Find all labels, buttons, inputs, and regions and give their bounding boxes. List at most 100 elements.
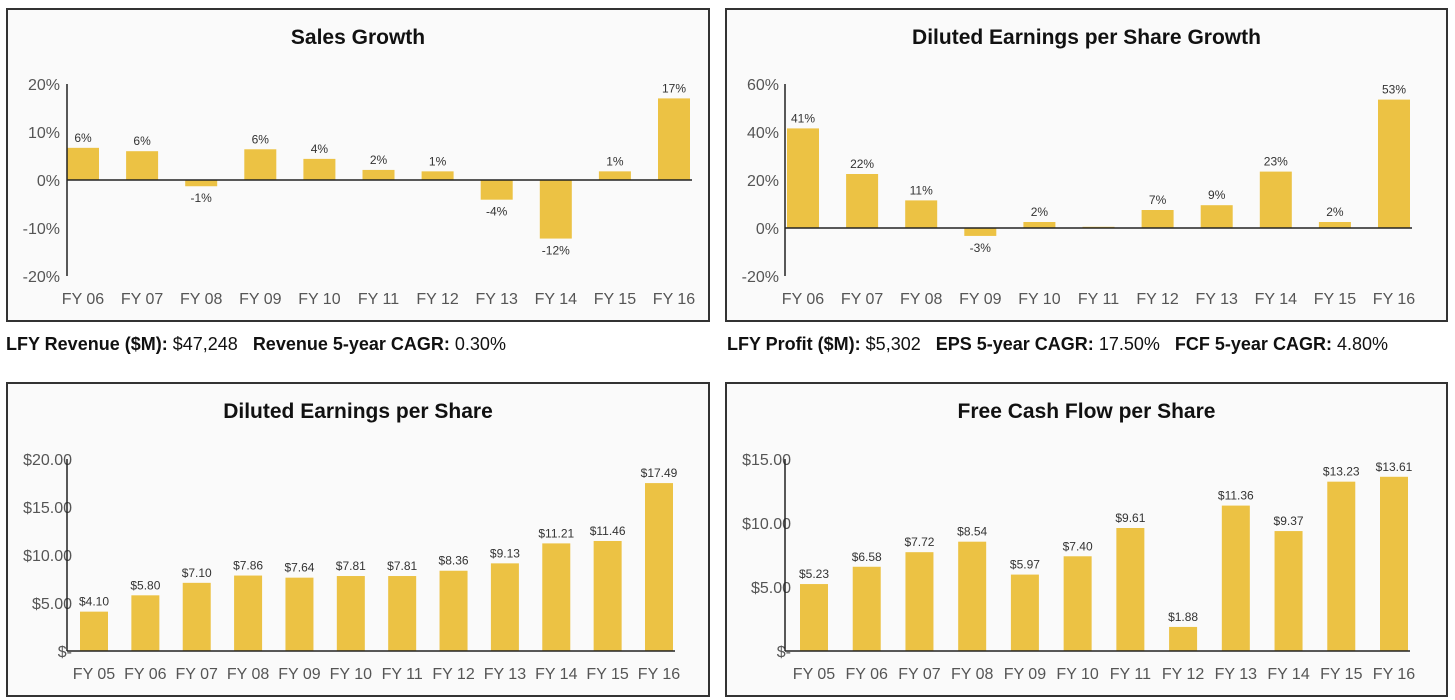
bar xyxy=(1169,626,1198,651)
bar xyxy=(1023,222,1056,228)
bar xyxy=(1274,531,1303,651)
stat-value: 17.50% xyxy=(1098,334,1160,354)
bar xyxy=(905,552,934,651)
data-label: $7.64 xyxy=(284,561,314,575)
bar xyxy=(285,577,314,651)
bar xyxy=(852,566,881,651)
data-label: 1% xyxy=(429,154,447,168)
x-tick-label: FY 11 xyxy=(382,666,423,683)
bar xyxy=(439,570,468,651)
bar xyxy=(1063,556,1092,651)
bar xyxy=(800,584,828,651)
x-tick-label: FY 09 xyxy=(1004,666,1047,683)
y-tick-label: 20% xyxy=(28,77,60,94)
data-label: -3% xyxy=(970,241,992,255)
x-tick-label: FY 07 xyxy=(898,666,941,683)
y-tick-label: -10% xyxy=(23,221,60,238)
data-label: -4% xyxy=(486,205,508,219)
x-tick-label: FY 12 xyxy=(1162,666,1205,683)
bar xyxy=(846,174,879,228)
data-label: 17% xyxy=(662,81,686,95)
x-tick-label: FY 06 xyxy=(782,291,825,308)
stat-label: Revenue 5-year CAGR: xyxy=(252,334,450,354)
x-tick-label: FY 10 xyxy=(330,666,373,683)
bar xyxy=(1327,481,1356,651)
x-tick-label: FY 13 xyxy=(475,291,518,308)
data-label: $11.21 xyxy=(538,526,574,540)
x-tick-label: FY 08 xyxy=(180,291,223,308)
x-tick-label: FY 07 xyxy=(841,291,884,308)
data-label: $8.54 xyxy=(957,525,987,539)
data-label: 1% xyxy=(606,154,624,168)
x-tick-label: FY 12 xyxy=(1136,291,1179,308)
data-label: $5.80 xyxy=(130,578,160,592)
data-label: $5.23 xyxy=(799,567,829,581)
x-tick-label: FY 11 xyxy=(1078,291,1119,308)
stat-label: LFY Profit ($M): xyxy=(727,334,861,354)
chart-title: Sales Growth xyxy=(290,26,426,49)
y-tick-label: 10% xyxy=(28,125,60,142)
data-label: 11% xyxy=(910,183,933,197)
y-tick-label: 0% xyxy=(37,173,60,190)
x-tick-label: FY 06 xyxy=(124,666,167,683)
bar xyxy=(905,200,938,228)
stat-label: LFY Revenue ($M): xyxy=(6,334,168,354)
stat-label: EPS 5-year CAGR: xyxy=(935,334,1094,354)
x-tick-label: FY 16 xyxy=(1373,291,1416,308)
x-tick-label: FY 12 xyxy=(416,291,459,308)
y-tick-label: $5.00 xyxy=(32,596,72,613)
x-tick-label: FY 14 xyxy=(1267,666,1310,683)
data-label: $8.36 xyxy=(439,554,469,568)
y-tick-label: 20% xyxy=(747,173,779,190)
x-tick-label: FY 08 xyxy=(900,291,943,308)
x-tick-label: FY 11 xyxy=(1110,666,1151,683)
data-label: -12% xyxy=(542,244,570,258)
data-label: 6% xyxy=(252,132,270,146)
bar xyxy=(421,171,454,180)
bar xyxy=(1010,574,1039,651)
bar xyxy=(964,228,997,236)
data-label: $13.61 xyxy=(1376,460,1413,474)
data-label: $11.36 xyxy=(1218,489,1254,503)
data-label: 23% xyxy=(1264,155,1288,169)
bar xyxy=(244,149,277,180)
profit-stats: LFY Profit ($M): $5,302 EPS 5-year CAGR:… xyxy=(727,334,1398,355)
data-label: 4% xyxy=(311,142,329,156)
stat-label: FCF 5-year CAGR: xyxy=(1174,334,1332,354)
data-label: $5.97 xyxy=(1010,558,1040,572)
sales-growth-panel: Sales Growth 20% 10% 0% -10% -20% 6% FY 06 6% FY… xyxy=(6,8,710,322)
bar xyxy=(1221,505,1250,651)
data-label: 41% xyxy=(791,111,815,125)
data-label: $7.81 xyxy=(336,559,366,573)
data-label: $11.46 xyxy=(590,524,626,538)
x-tick-label: FY 08 xyxy=(951,666,994,683)
data-label: $7.10 xyxy=(182,566,212,580)
x-tick-label: FY 09 xyxy=(959,291,1002,308)
stat-value: $47,248 xyxy=(172,334,238,354)
x-tick-label: FY 14 xyxy=(535,291,578,308)
y-tick-label: $- xyxy=(58,644,72,661)
x-tick-label: FY 10 xyxy=(1018,291,1061,308)
x-tick-label: FY 15 xyxy=(586,666,629,683)
chart-svg: 20% 10% 0% -10% -20% 6% FY 06 6% FY 07 -1% FY 08 6%… xyxy=(23,77,696,308)
data-label: $13.23 xyxy=(1323,465,1360,479)
bar xyxy=(658,98,690,180)
bar xyxy=(1116,527,1145,651)
eps-panel: Diluted Earnings per Share $20.00 $15.00 $… xyxy=(6,382,710,697)
x-tick-label: FY 12 xyxy=(432,666,475,683)
y-tick-label: $15.00 xyxy=(742,452,791,469)
bar xyxy=(336,576,365,651)
chart-svg: $15.00 $10.00 $5.00 $- $5.23 FY 05 $6.58 FY 06 $… xyxy=(742,452,1415,683)
chart-title: Diluted Earnings per Share Growth xyxy=(912,26,1261,49)
data-label: $7.40 xyxy=(1063,539,1093,553)
data-label: 2% xyxy=(1326,205,1344,219)
data-label: $7.86 xyxy=(233,559,263,573)
bar xyxy=(80,611,108,651)
chart-svg: 60% 40% 20% 0% -20% 41% FY 06 22% FY 07 11% FY 08 -… xyxy=(742,77,1416,308)
x-tick-label: FY 09 xyxy=(239,291,282,308)
x-tick-label: FY 15 xyxy=(1320,666,1363,683)
x-tick-label: FY 13 xyxy=(1195,291,1238,308)
bar xyxy=(1200,205,1233,228)
x-tick-label: FY 05 xyxy=(793,666,836,683)
chart-svg: $20.00 $15.00 $10.00 $5.00 $- $4.10 FY 05 $5.80… xyxy=(23,452,680,683)
